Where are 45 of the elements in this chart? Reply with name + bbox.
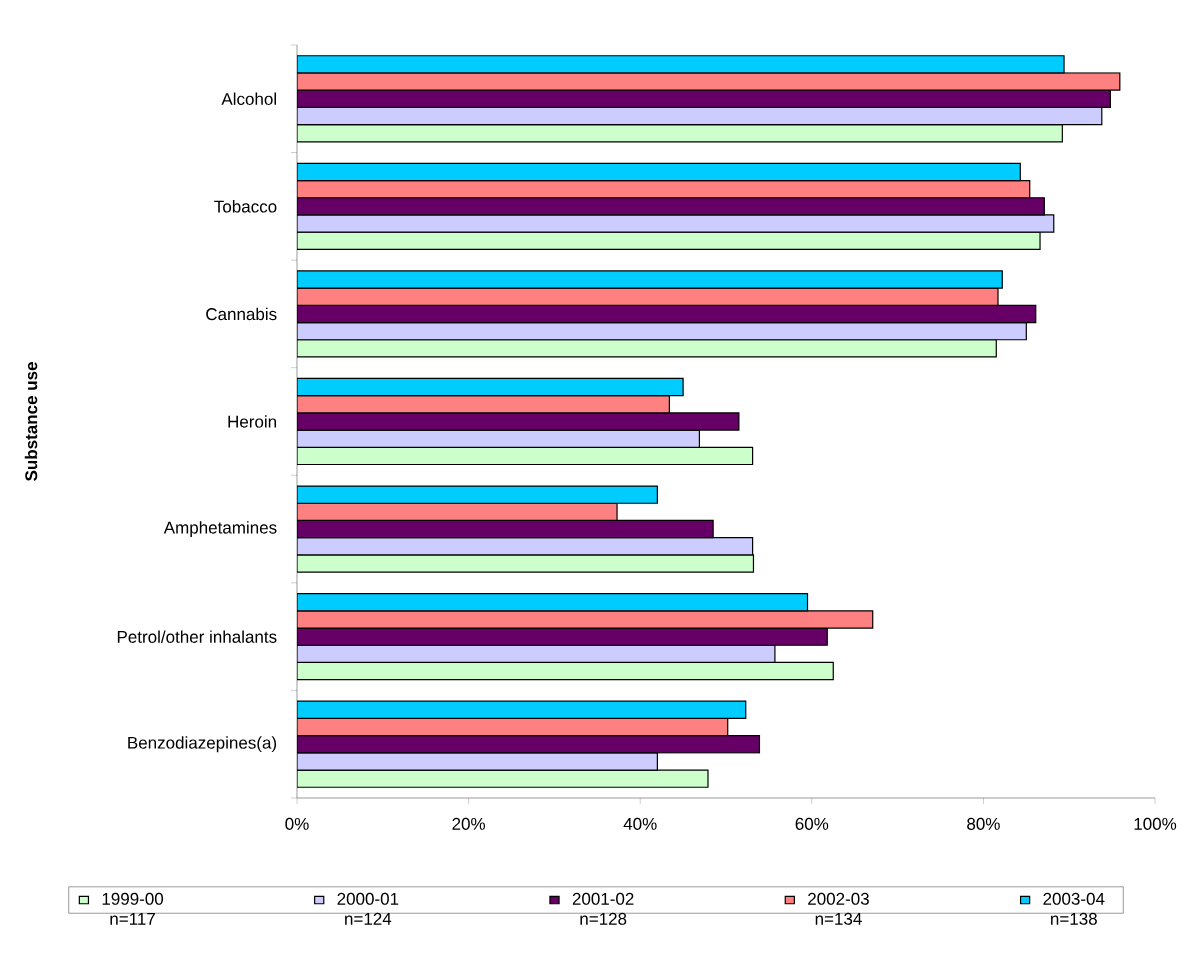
bar — [297, 644, 776, 664]
bar — [297, 123, 1063, 143]
y-tick-label: Cannabis — [206, 307, 277, 321]
bar — [297, 321, 1027, 341]
legend-label: 2002-03 n=134 — [808, 892, 869, 925]
bar — [297, 752, 658, 771]
legend-label: 1999-00 n=117 — [102, 892, 164, 925]
y-tick-label: Benzodiazepines(a) — [128, 736, 277, 753]
x-tick-label: 60% — [795, 817, 829, 830]
bar — [297, 179, 1031, 199]
bar — [297, 717, 729, 737]
bar — [297, 446, 754, 466]
bar — [297, 106, 1103, 126]
y-tick-label: Petrol/other inhalants — [117, 630, 277, 643]
bar — [297, 485, 658, 504]
bar — [297, 214, 1055, 233]
bar — [297, 769, 709, 788]
y-tick-label: Amphetamines — [163, 521, 277, 537]
bar — [297, 610, 874, 629]
legend-label: 2000-01 n=124 — [337, 892, 399, 925]
x-tick-label: 20% — [452, 817, 485, 830]
bar — [297, 537, 754, 556]
bar — [297, 287, 999, 306]
bar — [297, 502, 618, 522]
bar — [297, 162, 1021, 182]
bar — [297, 339, 997, 358]
bar — [297, 231, 1041, 250]
bar — [297, 395, 670, 414]
x-tick-label: 100% — [1134, 817, 1177, 830]
x-tick-label: 40% — [623, 817, 657, 830]
x-tick-label: 0% — [285, 817, 309, 830]
bar — [297, 429, 701, 448]
bar — [297, 55, 1065, 74]
x-tick-label: 80% — [967, 817, 1000, 830]
bar — [297, 72, 1121, 91]
bar — [297, 661, 834, 681]
legend-label: 2001-02 n=128 — [572, 892, 634, 925]
bar — [297, 700, 747, 719]
y-tick-label: Tobacco — [214, 200, 277, 213]
bar — [297, 593, 809, 612]
y-axis-title: Substance use — [24, 362, 38, 481]
y-tick-label: Alcohol — [221, 92, 276, 106]
bar — [297, 377, 684, 397]
y-tick-label: Heroin — [228, 415, 277, 428]
legend-label: 2003-04 n=138 — [1043, 892, 1105, 925]
